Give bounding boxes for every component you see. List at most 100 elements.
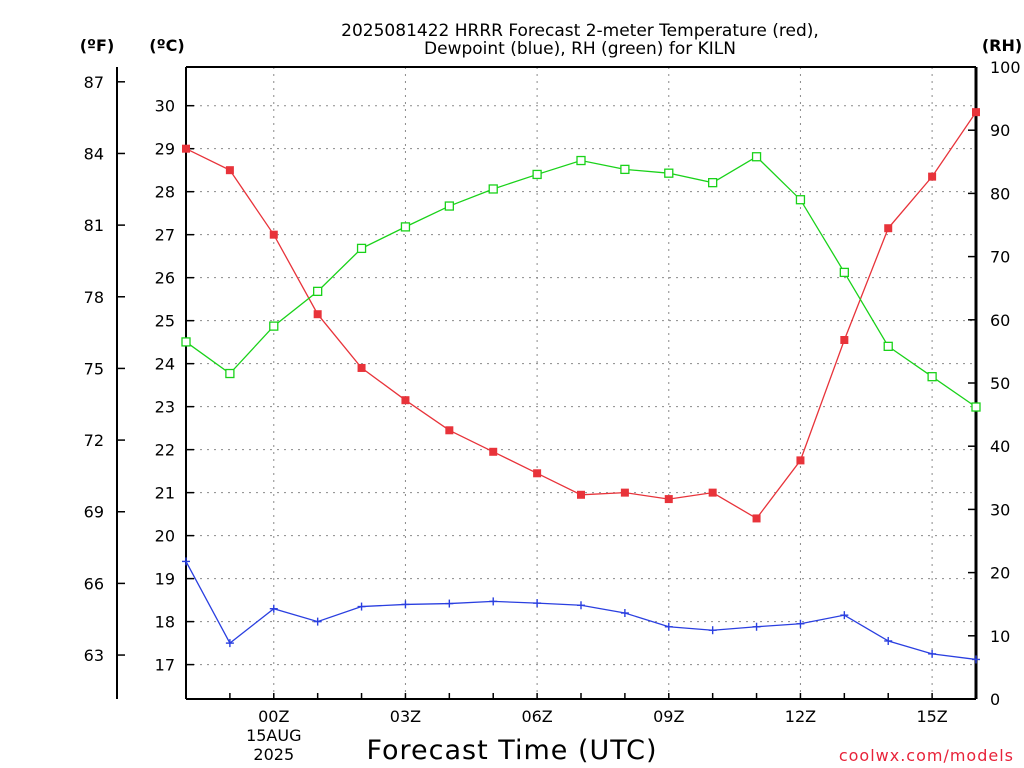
series-1-point-15Z xyxy=(928,649,937,658)
rh-tick-label-100: 100 xyxy=(990,58,1021,77)
series-1-point-01Z xyxy=(313,617,322,626)
fahrenheit-unit-label: (ºF) xyxy=(80,36,115,55)
celsius-unit-label: (ºC) xyxy=(149,36,184,55)
fahrenheit-tick-label-81: 81 xyxy=(84,216,104,235)
series-2-point-16Z xyxy=(971,402,981,412)
celsius-tick-label-26: 26 xyxy=(155,269,175,288)
celsius-tick-label-24: 24 xyxy=(155,355,175,374)
fahrenheit-tick-label-78: 78 xyxy=(84,288,104,307)
series-1-point-07Z xyxy=(577,601,585,610)
rh-tick-label-20: 20 xyxy=(990,564,1010,583)
series-0-point-14Z xyxy=(884,224,893,233)
rh-tick-label-10: 10 xyxy=(990,627,1010,646)
series-1-point-22Z xyxy=(182,557,190,566)
time-tick-label-15AUG: 15AUG xyxy=(246,726,301,745)
celsius-tick-label-20: 20 xyxy=(155,527,175,546)
series-1-point-13Z xyxy=(840,611,849,620)
series-1-point-00Z xyxy=(269,604,278,613)
series-0-point-00Z xyxy=(269,230,278,239)
series-1-point-06Z xyxy=(533,599,542,608)
time-tick-label-06Z: 06Z xyxy=(521,707,552,726)
celsius-tick-label-23: 23 xyxy=(155,398,175,417)
series-1-point-09Z xyxy=(664,622,673,631)
rh-tick-label-0: 0 xyxy=(990,690,1000,709)
series-2-point-06Z xyxy=(532,169,542,180)
series-1-point-10Z xyxy=(708,626,717,635)
series-1-point-03Z xyxy=(401,600,410,609)
series-0-point-16Z xyxy=(972,108,980,117)
series-0-point-03Z xyxy=(401,396,410,405)
series-0-point-04Z xyxy=(445,426,454,435)
series-2-point-04Z xyxy=(444,201,454,211)
series-0-point-10Z xyxy=(708,488,717,497)
series-0-point-08Z xyxy=(620,488,629,497)
series-1-point-11Z xyxy=(752,622,761,631)
rh-tick-label-60: 60 xyxy=(990,311,1010,330)
series-0-point-23Z xyxy=(225,166,234,175)
series-2-point-03Z xyxy=(400,222,411,232)
series-0-point-11Z xyxy=(752,514,761,523)
series-2-point-11Z xyxy=(751,152,762,162)
series-1-point-23Z xyxy=(225,639,234,648)
series-0-point-09Z xyxy=(664,495,673,504)
series-2-point-13Z xyxy=(839,267,849,278)
chart-title-line-1: 2025081422 HRRR Forecast 2-meter Tempera… xyxy=(341,21,819,41)
celsius-tick-label-17: 17 xyxy=(155,656,175,675)
series-2-point-07Z xyxy=(576,155,586,166)
series-0-point-15Z xyxy=(928,172,937,181)
series-line-0 xyxy=(185,111,977,520)
time-tick-label-00Z: 00Z xyxy=(258,707,289,726)
celsius-tick-label-27: 27 xyxy=(155,226,175,245)
series-1-point-08Z xyxy=(620,609,629,618)
celsius-tick-label-21: 21 xyxy=(155,484,175,503)
time-tick-label-03Z: 03Z xyxy=(390,707,421,726)
fahrenheit-tick-label-84: 84 xyxy=(84,144,104,163)
series-2-point-12Z xyxy=(795,195,806,205)
fahrenheit-tick-label-69: 69 xyxy=(84,503,104,522)
series-line-2 xyxy=(185,155,977,408)
series-0-point-06Z xyxy=(533,469,542,478)
celsius-tick-label-29: 29 xyxy=(155,140,175,159)
series-0-point-05Z xyxy=(489,447,498,456)
series-2-point-01Z xyxy=(313,286,323,297)
rh-tick-label-40: 40 xyxy=(990,437,1010,456)
rh-tick-label-90: 90 xyxy=(990,121,1010,140)
x-axis-title: Forecast Time (UTC) xyxy=(366,735,657,766)
series-0-point-02Z xyxy=(357,363,366,372)
gridlines xyxy=(186,67,976,699)
series-1-point-05Z xyxy=(489,597,498,606)
time-tick-label-09Z: 09Z xyxy=(653,707,684,726)
celsius-tick-label-22: 22 xyxy=(155,441,175,460)
axes xyxy=(116,66,978,700)
series-2-point-14Z xyxy=(883,341,893,351)
series-0-point-01Z xyxy=(313,310,322,319)
rh-tick-label-30: 30 xyxy=(990,500,1010,519)
series-1-point-04Z xyxy=(445,599,454,608)
series-2-point-22Z xyxy=(181,337,191,347)
series-2-point-02Z xyxy=(356,243,367,254)
rh-tick-label-50: 50 xyxy=(990,374,1010,393)
series-2-point-10Z xyxy=(708,178,718,188)
fahrenheit-tick-label-75: 75 xyxy=(84,359,104,378)
series-1-point-02Z xyxy=(357,602,366,611)
fahrenheit-tick-label-87: 87 xyxy=(84,73,104,92)
series-line-1 xyxy=(185,561,977,661)
series-layer xyxy=(181,108,981,664)
series-2-point-05Z xyxy=(488,184,498,194)
celsius-tick-label-25: 25 xyxy=(155,312,175,331)
series-0-point-12Z xyxy=(796,456,805,465)
series-2-point-23Z xyxy=(225,368,235,379)
fahrenheit-tick-label-66: 66 xyxy=(84,574,104,593)
series-0-point-13Z xyxy=(840,336,849,345)
celsius-tick-label-19: 19 xyxy=(155,570,175,589)
rh-unit-label: (RH) xyxy=(982,36,1022,55)
series-1-point-12Z xyxy=(796,619,805,628)
series-2-point-08Z xyxy=(620,164,630,175)
series-0-point-22Z xyxy=(182,144,190,153)
celsius-tick-label-18: 18 xyxy=(155,613,175,632)
series-1-point-14Z xyxy=(884,636,893,645)
celsius-tick-label-28: 28 xyxy=(155,183,175,202)
series-2-point-15Z xyxy=(927,372,937,382)
fahrenheit-tick-label-72: 72 xyxy=(84,431,104,450)
